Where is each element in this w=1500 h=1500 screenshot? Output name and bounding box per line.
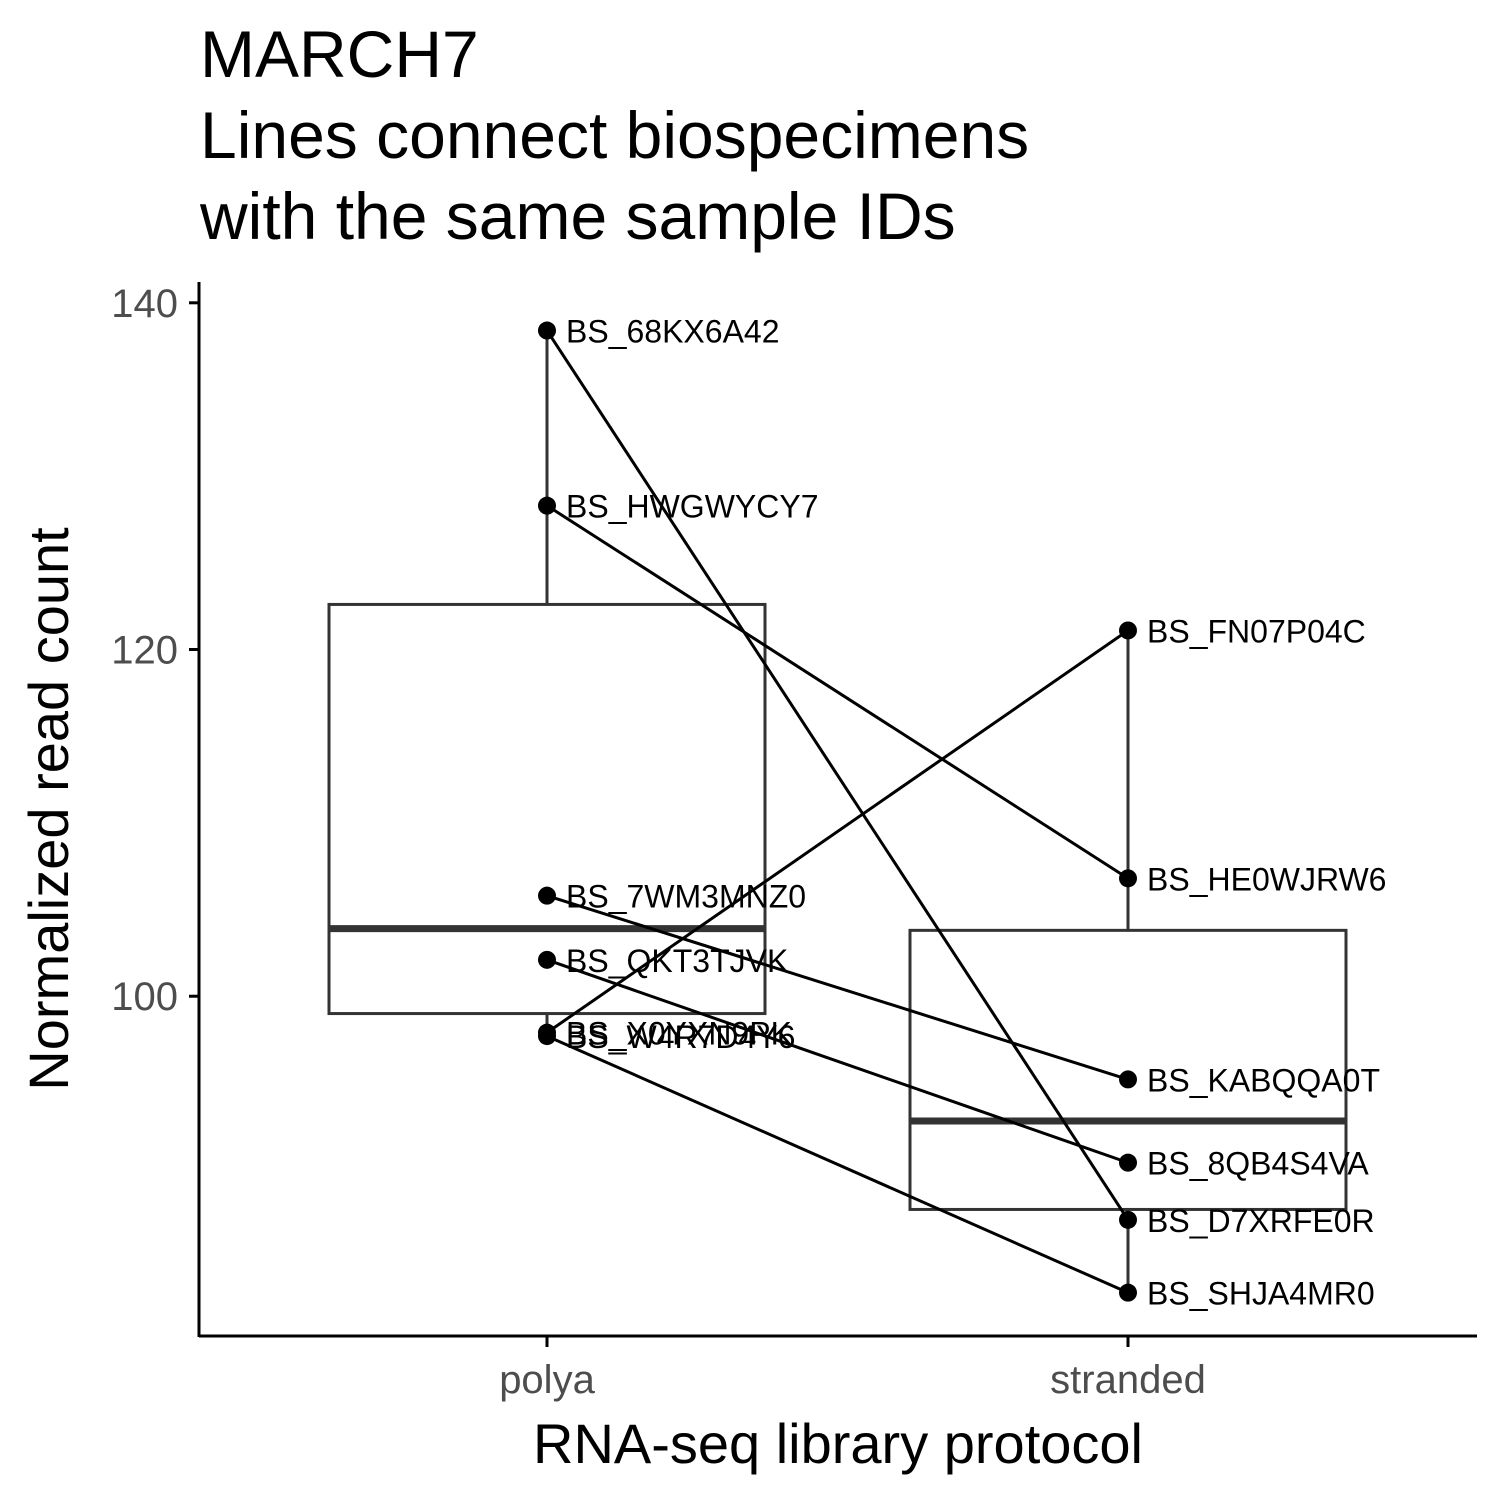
y-tick-label-100: 100 — [111, 975, 178, 1019]
y-tick-label-140: 140 — [111, 282, 178, 326]
data-point-8 — [1119, 1070, 1137, 1089]
point-label-9: BS_8QB4S4VA — [1147, 1146, 1369, 1182]
pair-line-3 — [546, 958, 1129, 1165]
title-line-2: Lines connect biospecimens — [200, 98, 1029, 172]
point-label-3: BS_QKT3TJVK — [566, 943, 788, 979]
point-label-7: BS_HE0WJRW6 — [1147, 861, 1386, 897]
box-polya — [327, 330, 767, 1037]
point-label-2: BS_7WM3MNZ0 — [566, 879, 806, 915]
y-ticks-layer: 100 120 140 — [111, 282, 199, 1019]
data-point-11 — [1119, 1283, 1137, 1302]
pair-line-5 — [546, 1034, 1129, 1295]
pair-line-4 — [546, 629, 1129, 1034]
x-tick-label-stranded: stranded — [1050, 1358, 1206, 1402]
point-label-1: BS_HWGWYCY7 — [566, 489, 818, 525]
x-ticks-layer: polya stranded — [499, 1336, 1206, 1402]
data-point-5 — [538, 1027, 556, 1046]
pair-line-2 — [546, 894, 1129, 1081]
pair-lines-layer — [545, 329, 1130, 1295]
x-tick-label-polya: polya — [499, 1358, 595, 1402]
title-line-3: with the same sample IDs — [199, 179, 956, 253]
points-layer: BS_68KX6A42 BS_HWGWYCY7 BS_7WM3MNZ0 BS_QKT3… — [538, 314, 1386, 1312]
data-point-1 — [538, 496, 556, 515]
y-axis-title: Normalized read count — [17, 527, 80, 1091]
data-point-0 — [538, 321, 556, 340]
point-label-8: BS_KABQQA0T — [1147, 1062, 1380, 1098]
pair-line-0 — [545, 329, 1130, 1221]
title-line-1: MARCH7 — [200, 17, 479, 91]
data-point-6 — [1119, 621, 1137, 640]
data-point-3 — [538, 950, 556, 969]
x-axis-title: RNA-seq library protocol — [533, 1412, 1143, 1475]
point-label-11: BS_SHJA4MR0 — [1147, 1276, 1375, 1312]
point-label-4: BS_X0YXN9PK — [566, 1016, 792, 1052]
data-point-2 — [538, 886, 556, 905]
point-label-0: BS_68KX6A42 — [566, 314, 780, 350]
data-point-10 — [1119, 1210, 1137, 1229]
point-label-10: BS_D7XRFE0R — [1147, 1203, 1375, 1239]
data-point-9 — [1119, 1153, 1137, 1172]
box-rect — [327, 602, 767, 1016]
data-point-7 — [1119, 869, 1137, 888]
pair-line-1 — [546, 504, 1129, 880]
y-tick-label-120: 120 — [111, 629, 178, 673]
axes-layer — [197, 282, 1477, 1338]
point-label-6: BS_FN07P04C — [1147, 613, 1366, 649]
box-stranded — [908, 630, 1348, 1293]
point-label-5: BS_W4R7D4Y6 — [566, 1019, 795, 1055]
chart-title: MARCH7 Lines connect biospecimens with t… — [199, 17, 1029, 253]
